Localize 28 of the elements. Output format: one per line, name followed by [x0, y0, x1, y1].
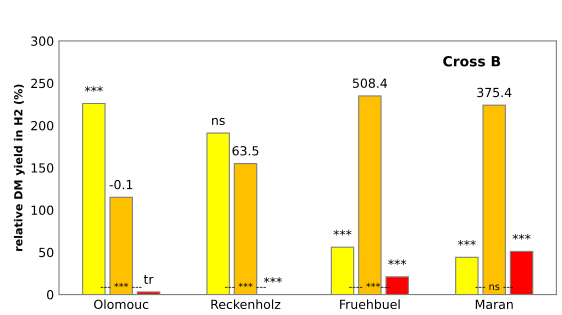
y-tick-label: 50: [39, 248, 54, 258]
data-label: tr: [144, 275, 154, 284]
data-label: ***: [84, 86, 103, 92]
annotation: --- *** ---: [100, 282, 142, 288]
data-label: ns: [212, 118, 225, 126]
data-label: ***: [264, 277, 282, 283]
x-tick-label: Olomouc: [94, 299, 148, 310]
y-tick-label: 300: [31, 36, 54, 46]
annotation: 508.4: [352, 78, 388, 88]
text: Cross B: [443, 56, 500, 67]
annotation: --- ns ---: [475, 284, 513, 290]
data-label: ***: [458, 240, 476, 246]
x-tick-label: Reckenholz: [211, 299, 280, 310]
y-tick-label: 100: [32, 205, 54, 215]
y-tick-label: 250: [31, 78, 54, 88]
annotation: 63.5: [232, 146, 258, 156]
x-tick-label: Maran: [476, 300, 513, 310]
annotation: -0.1: [110, 180, 132, 190]
y-tick-label: 150: [32, 163, 54, 173]
data-label: ***: [334, 230, 352, 236]
data-label: ***: [512, 234, 531, 240]
annotation: 375.4: [477, 88, 512, 98]
annotation: --- *** ---: [225, 282, 266, 288]
y-tick-label: 200: [31, 120, 54, 130]
x-tick-label: Fruehbuel: [340, 299, 400, 310]
y-tick-label: 0: [47, 290, 54, 300]
y-axis-title: relative DM yield in H2 (%): [14, 84, 25, 251]
data-label: ***: [388, 259, 406, 266]
